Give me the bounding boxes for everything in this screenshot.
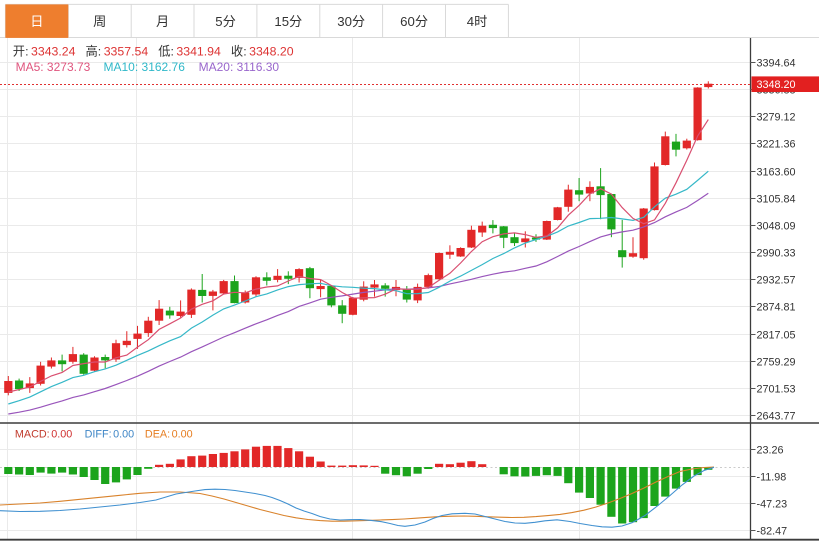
svg-text:2817.05: 2817.05 [757, 329, 796, 341]
svg-text:开:3343.24: 开: 3343.24 [13, 45, 76, 59]
svg-text:15分: 15分 [274, 14, 302, 29]
svg-text:60分: 60分 [400, 14, 428, 29]
svg-text:月: 月 [156, 14, 169, 29]
svg-text:2759.29: 2759.29 [757, 356, 796, 368]
svg-text:2932.57: 2932.57 [757, 274, 796, 286]
svg-text:日: 日 [30, 14, 43, 29]
svg-text:3105.84: 3105.84 [757, 193, 796, 205]
svg-text:23.26: 23.26 [757, 444, 784, 456]
svg-text:2990.33: 2990.33 [757, 247, 796, 259]
svg-text:3048.09: 3048.09 [757, 220, 796, 232]
svg-text:-82.47: -82.47 [757, 525, 788, 537]
svg-text:MA5: 3273.73: MA5: 3273.73 [16, 60, 91, 74]
svg-text:MA10: 3162.76: MA10: 3162.76 [104, 60, 186, 74]
svg-text:-47.23: -47.23 [757, 498, 788, 510]
svg-text:5分: 5分 [215, 14, 236, 29]
svg-text:3163.60: 3163.60 [757, 166, 796, 178]
svg-text:3348.20: 3348.20 [757, 79, 796, 91]
svg-text:2701.53: 2701.53 [757, 383, 796, 395]
svg-text:收:3348.20: 收: 3348.20 [231, 45, 294, 59]
svg-text:2643.77: 2643.77 [757, 410, 796, 422]
svg-text:低:3341.94: 低: 3341.94 [158, 45, 221, 59]
svg-text:MACD:0.00: MACD: 0.00 [15, 428, 72, 440]
svg-text:高:3357.54: 高: 3357.54 [86, 44, 149, 59]
svg-text:3394.64: 3394.64 [757, 57, 796, 69]
svg-text:DIFF:0.00: DIFF: 0.00 [85, 428, 135, 440]
svg-text:3221.36: 3221.36 [757, 138, 796, 150]
svg-text:MA20: 3116.30: MA20: 3116.30 [199, 60, 280, 74]
svg-text:DEA:0.00: DEA: 0.00 [145, 428, 193, 440]
svg-text:2874.81: 2874.81 [757, 301, 796, 313]
svg-text:-11.98: -11.98 [757, 471, 787, 483]
svg-text:4时: 4时 [467, 14, 488, 29]
svg-text:3279.12: 3279.12 [757, 111, 796, 123]
svg-text:周: 周 [93, 14, 106, 29]
svg-text:30分: 30分 [337, 14, 365, 29]
